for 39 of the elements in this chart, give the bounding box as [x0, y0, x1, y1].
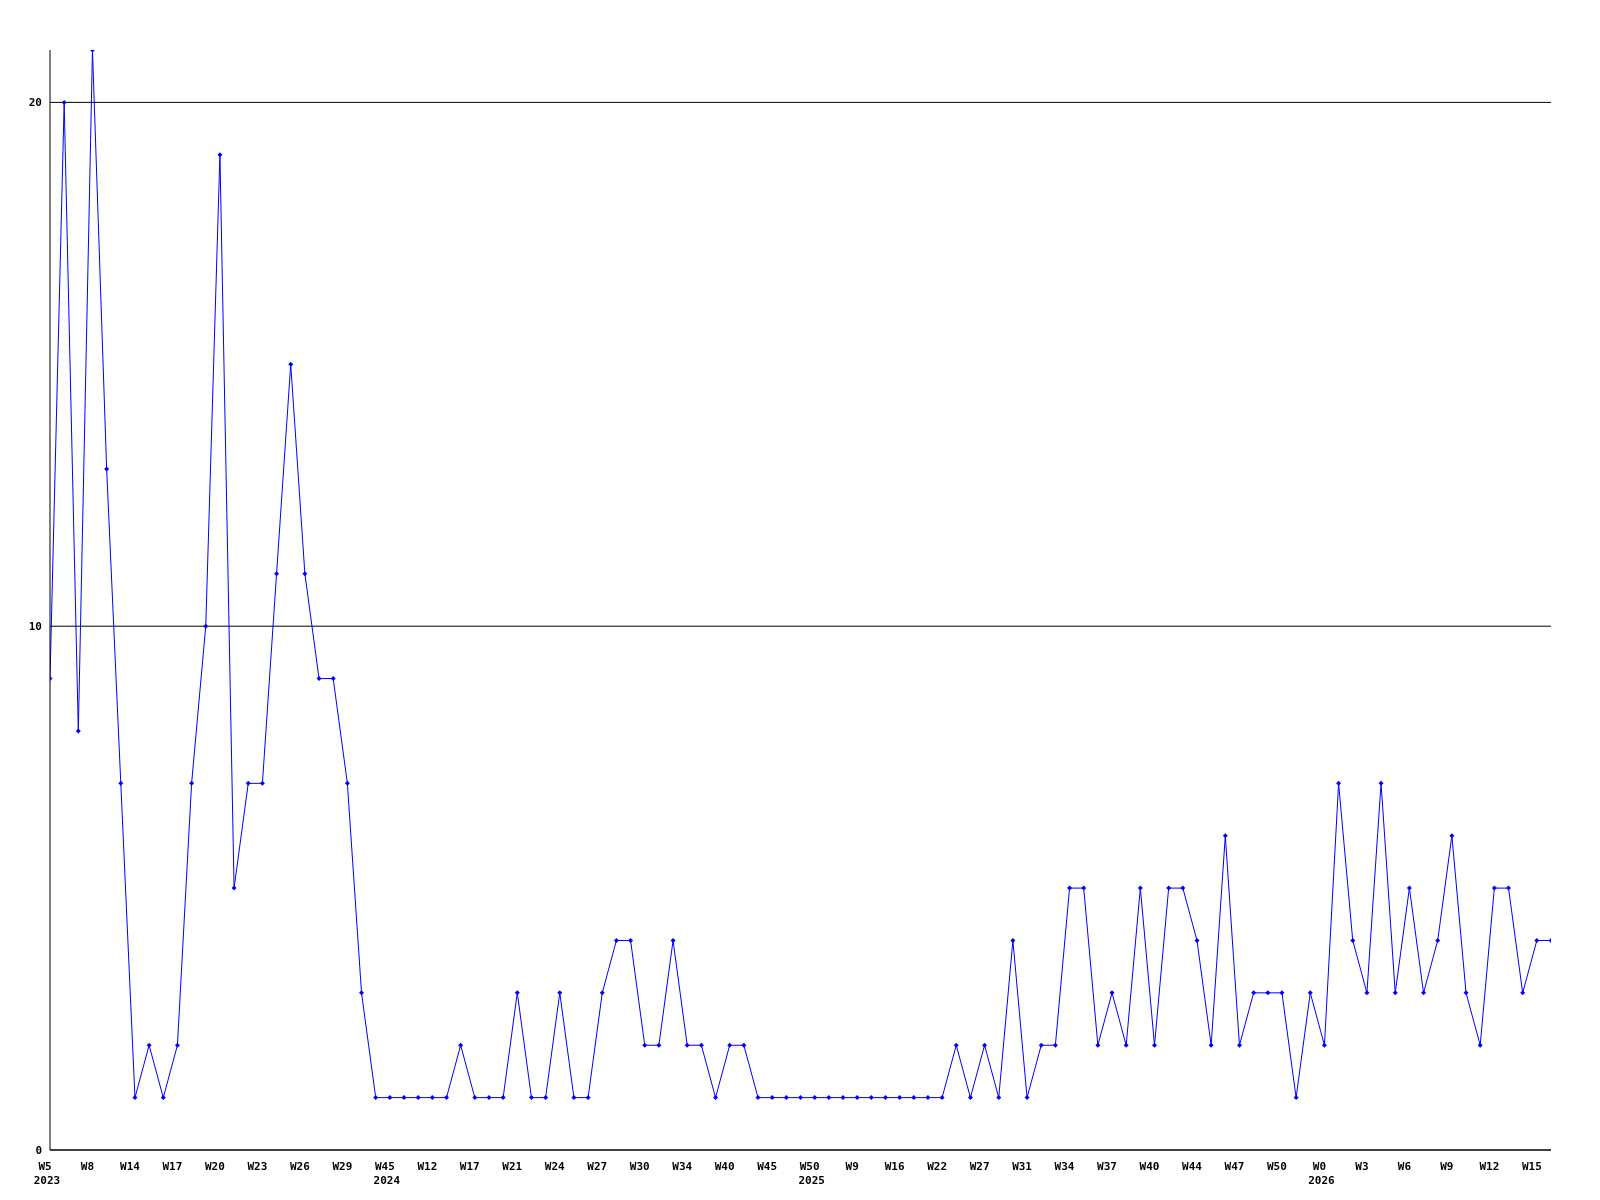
x-tick-label: W27 [587, 1160, 608, 1173]
x-tick-label: W44 [1182, 1160, 1203, 1173]
y-tick-label: 20 [28, 96, 42, 110]
x-tick-label: W50 2025 [798, 1160, 825, 1187]
x-tick-label: W22 [927, 1160, 948, 1173]
x-tick-label: W45 2024 [373, 1160, 401, 1187]
x-tick-label: W34 [672, 1160, 693, 1173]
x-tick-label: W30 [629, 1160, 650, 1173]
x-tick-label: W34 [1054, 1160, 1075, 1173]
x-tick-label: W40 [1139, 1160, 1160, 1173]
x-tick-label: W37 [1097, 1160, 1117, 1173]
x-tick-label: W8 [80, 1160, 95, 1173]
x-tick-label: W40 [714, 1160, 735, 1173]
x-tick-label: W47 [1224, 1160, 1245, 1173]
x-tick-label: W24 [544, 1160, 566, 1173]
x-tick-label: W15 [1521, 1160, 1542, 1173]
x-tick-label: W26 [289, 1160, 311, 1173]
x-tick-label: W9 [845, 1160, 859, 1173]
x-tick-label: W21 [502, 1160, 523, 1173]
x-tick-label: W50 [1267, 1160, 1287, 1173]
x-tick-label: W20 [204, 1160, 225, 1173]
x-tick-label: W0 2026 [1308, 1160, 1336, 1187]
x-tick-label: W16 [884, 1160, 905, 1173]
x-tick-label: W17 [162, 1160, 183, 1173]
x-tick-label: W5 2023 [33, 1160, 61, 1187]
x-tick-label: W45 [757, 1160, 778, 1173]
x-tick-label: W27 [969, 1160, 990, 1173]
y-tick-label: 10 [28, 620, 42, 634]
x-tick-label: W23 [247, 1160, 268, 1173]
x-tick-label: W12 [1479, 1160, 1500, 1173]
x-tick-label: W9 [1440, 1160, 1454, 1173]
x-tick-label: W17 [459, 1160, 480, 1173]
x-tick-label: W29 [332, 1160, 353, 1173]
x-tick-label: W31 [1012, 1160, 1033, 1173]
x-tick-label: W12 [417, 1160, 438, 1173]
x-tick-label: W6 [1397, 1160, 1412, 1173]
x-tick-label: W14 [120, 1160, 141, 1173]
x-tick-label: W3 [1355, 1160, 1369, 1173]
y-tick-label: 0 [35, 1143, 42, 1157]
